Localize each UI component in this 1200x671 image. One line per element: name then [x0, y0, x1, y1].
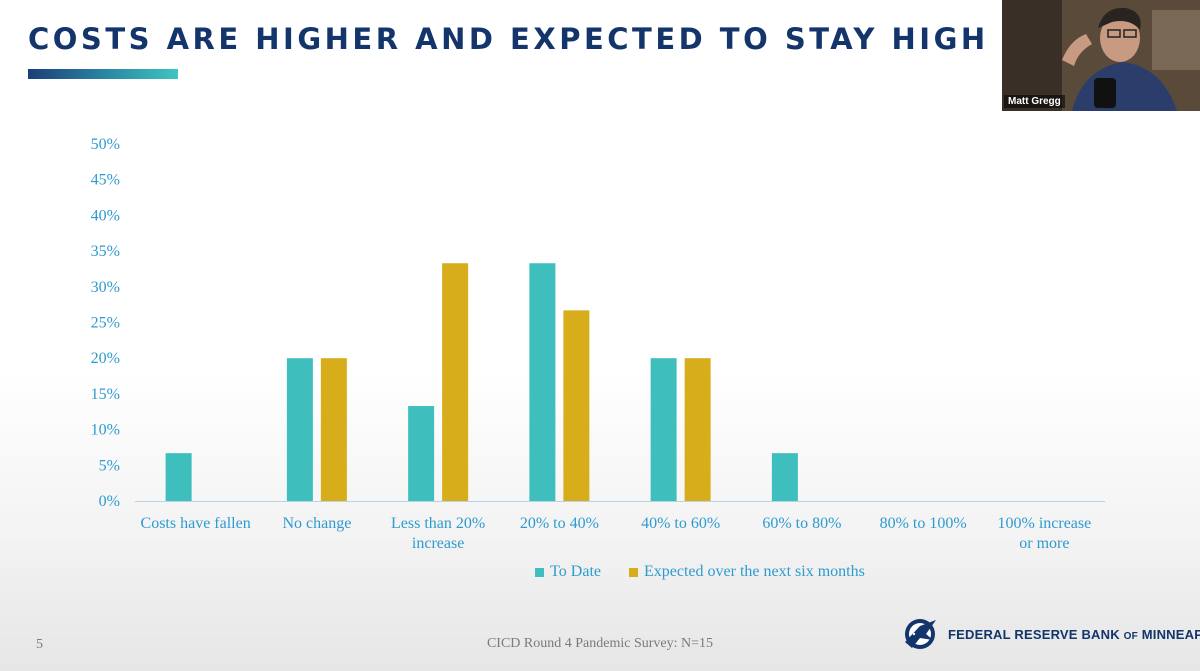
y-tick-label: 15%: [91, 386, 120, 403]
bar-to-date-3: [529, 263, 556, 501]
footer-source: CICD Round 4 Pandemic Survey: N=15: [486, 636, 714, 651]
x-tick-label: 40% to 60%: [641, 515, 720, 532]
frb-org-name: FEDERAL RESERVE BANK: [948, 626, 1120, 642]
y-tick-label: 0%: [99, 493, 120, 510]
participant-video-feed: [1002, 0, 1200, 111]
x-tick-label: No change: [282, 515, 351, 532]
y-tick-label: 20%: [91, 350, 120, 367]
frb-org-of: OF: [1123, 630, 1138, 642]
frb-wordmark: FEDERAL RESERVE BANK OF MINNEAPOLIS: [948, 627, 1200, 642]
legend-label-to-date: To Date: [550, 563, 601, 580]
eagle-seal-icon: [905, 619, 936, 649]
y-tick-label: 25%: [91, 315, 120, 332]
frb-org-city: MINNEAPOLIS: [1141, 626, 1200, 642]
y-tick-label: 10%: [91, 422, 120, 439]
legend-label-expected: Expected over the next six months: [644, 563, 865, 580]
bar-to-date-5: [771, 453, 798, 501]
y-tick-label: 5%: [99, 457, 120, 474]
bar-expected-3: [563, 310, 590, 501]
bar-expected-4: [684, 358, 711, 501]
bar-to-date-0: [165, 453, 192, 501]
bar-expected-1: [320, 358, 347, 501]
x-tick-label: Less than 20% increase: [391, 515, 485, 552]
y-tick-label: 50%: [91, 136, 120, 153]
legend-swatch-expected: [629, 567, 638, 577]
title-accent-bar: [28, 69, 178, 79]
frb-logo: FEDERAL RESERVE BANK OF MINNEAPOLIS: [900, 614, 1200, 654]
participant-video-tile[interactable]: Matt Gregg: [1002, 0, 1200, 111]
bar-to-date-1: [286, 358, 313, 501]
slide-title: COSTS ARE HIGHER AND EXPECTED TO STAY HI…: [28, 22, 989, 56]
bar-to-date-2: [408, 406, 435, 501]
bar-to-date-4: [650, 358, 677, 501]
page-number: 5: [36, 637, 43, 652]
x-tick-label: 80% to 100%: [880, 515, 967, 532]
x-tick-label: 20% to 40%: [520, 515, 599, 532]
y-tick-label: 40%: [91, 207, 120, 224]
x-tick-label: 60% to 80%: [762, 515, 841, 532]
bar-expected-2: [442, 263, 469, 501]
x-tick-label: Costs have fallen: [141, 515, 251, 532]
legend-item-to-date: To Date: [535, 563, 601, 581]
legend-item-expected: Expected over the next six months: [629, 563, 865, 581]
chart-legend: To Date Expected over the next six month…: [0, 563, 1200, 581]
x-tick-label: 100% increase or more: [998, 515, 1092, 552]
y-tick-label: 45%: [91, 172, 120, 189]
legend-swatch-to-date: [535, 567, 545, 577]
participant-name-label: Matt Gregg: [1004, 95, 1065, 108]
y-tick-label: 35%: [91, 243, 120, 260]
y-tick-label: 30%: [91, 279, 120, 296]
